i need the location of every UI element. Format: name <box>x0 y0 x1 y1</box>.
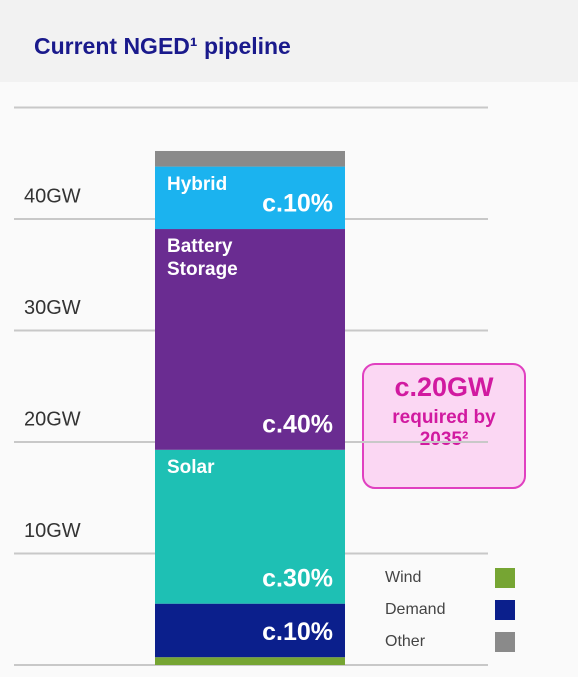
segment-name: Solar <box>167 456 215 478</box>
bar-segment <box>155 603 345 658</box>
y-tick-label: 20GW <box>24 408 81 430</box>
segment-name-text: Solar <box>167 456 215 478</box>
share-label: c.10% <box>262 618 333 646</box>
callout-text: required by 2035² <box>392 407 496 450</box>
segment-name: Battery Storage <box>167 236 238 281</box>
y-tick-label: 10GW <box>24 520 81 542</box>
segment-name-text: Hybrid <box>167 173 228 195</box>
legend-swatch <box>495 600 515 620</box>
bar-segment <box>155 449 345 604</box>
share-label: c.10% <box>262 190 333 218</box>
title-band <box>0 0 578 82</box>
y-tick-label: 30GW <box>24 297 81 319</box>
chart-title: Current NGED¹ pipeline <box>34 33 291 59</box>
share-label: c.40% <box>262 410 333 438</box>
callout-box <box>362 363 526 489</box>
segment-name: Hybrid <box>167 173 228 195</box>
share-label: c.30% <box>262 564 333 592</box>
bar-segment <box>155 166 345 230</box>
legend-label: Wind <box>385 569 421 586</box>
legend-label: Other <box>385 633 426 650</box>
callout-headline: c.20GW <box>394 372 494 402</box>
segment-name-text: Battery Storage <box>167 236 238 281</box>
y-tick-label: 40GW <box>24 185 81 207</box>
bar-segment <box>155 229 345 450</box>
legend-label: Demand <box>385 601 445 618</box>
legend-swatch <box>495 568 515 588</box>
callout: c.20GW required by 2035² <box>392 372 496 450</box>
legend-swatch <box>495 632 515 652</box>
bar-segment <box>155 150 345 167</box>
bar-segment <box>155 657 345 665</box>
